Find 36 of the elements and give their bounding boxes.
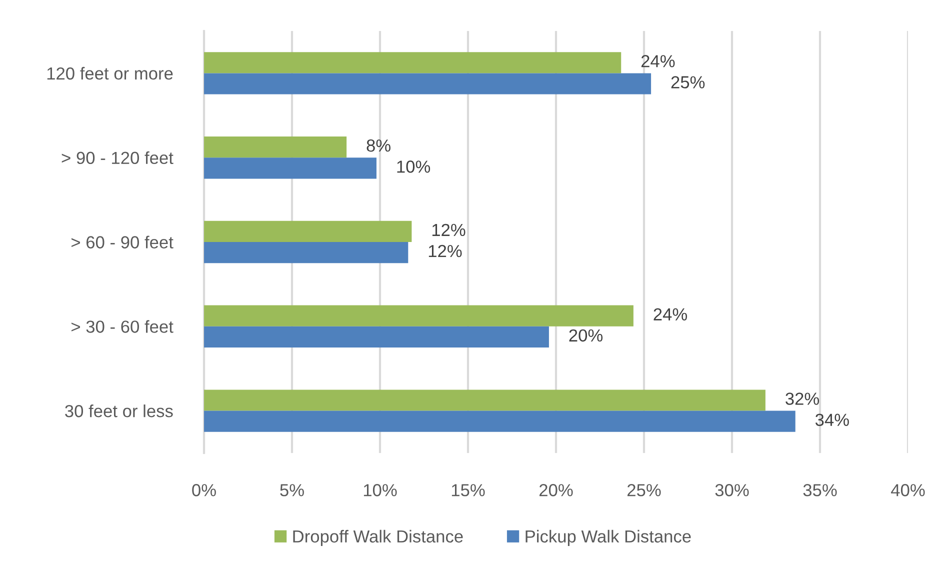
y-tick-label: > 90 - 120 feet — [62, 151, 174, 164]
bar — [204, 136, 347, 158]
bar — [204, 220, 412, 242]
x-tick-label: 35% — [803, 484, 837, 496]
data-label: 12% — [432, 224, 466, 236]
x-tick-label: 20% — [540, 484, 573, 496]
bar — [204, 305, 634, 326]
y-tick-label: > 60 - 90 feet — [72, 236, 174, 248]
x-tick-label: 30% — [715, 484, 749, 496]
bar — [204, 410, 796, 432]
x-tick-label: 40% — [891, 484, 925, 496]
y-tick-label: 30 feet or less — [65, 404, 173, 418]
x-tick-label: 10% — [364, 484, 397, 496]
data-label: 20% — [569, 329, 603, 342]
bar — [204, 242, 408, 264]
bar — [204, 326, 549, 348]
bar — [204, 73, 652, 94]
data-label: 12% — [428, 244, 462, 258]
legend-label: Dropoff Walk Distance — [293, 530, 463, 546]
data-label: 25% — [671, 76, 705, 88]
data-label: 32% — [786, 392, 820, 405]
data-label: 24% — [641, 55, 675, 68]
data-label: 24% — [654, 308, 688, 320]
x-tick-label: 0% — [192, 484, 216, 496]
x-tick-label: 5% — [280, 484, 304, 496]
data-label: 8% — [366, 139, 390, 152]
bar — [204, 390, 766, 411]
data-label: 34% — [815, 414, 849, 426]
x-tick-label: 15% — [452, 484, 485, 496]
y-tick-label: 120 feet or more — [47, 66, 173, 80]
data-label: 10% — [397, 160, 430, 173]
bar — [204, 158, 376, 179]
x-tick-label: 25% — [628, 484, 661, 496]
bar — [204, 52, 622, 74]
y-tick-label: > 30 - 60 feet — [72, 320, 174, 333]
legend-label: Pickup Walk Distance — [526, 530, 691, 546]
